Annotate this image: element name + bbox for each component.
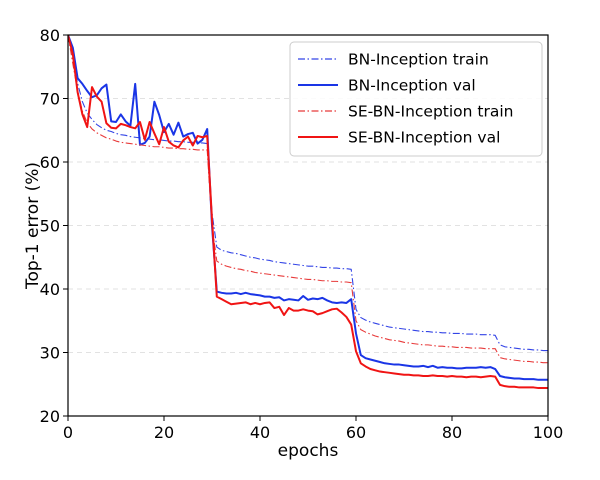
- y-tick-label: 80: [40, 26, 60, 45]
- x-tick-label: 60: [346, 423, 366, 442]
- legend: BN-Inception train BN-Inception val SE-BN-…: [289, 41, 543, 157]
- plot-series: [68, 35, 548, 390]
- x-tick-label: 80: [442, 423, 462, 442]
- legend-label: BN-Inception val: [348, 77, 476, 95]
- legend-label: SE-BN-Inception train: [348, 103, 513, 121]
- series-line-3: [68, 35, 548, 364]
- y-tick-label: 60: [40, 153, 60, 172]
- y-tick-label: 20: [40, 407, 60, 426]
- y-tick-label: 70: [40, 90, 60, 109]
- x-axis-label: epochs: [278, 441, 339, 461]
- x-tick-label: 100: [533, 423, 564, 442]
- x-tick-label: 0: [63, 423, 73, 442]
- y-tick-label: 50: [40, 217, 60, 236]
- y-tick-label: 40: [40, 280, 60, 299]
- y-tick-label: 30: [40, 344, 60, 363]
- x-tick-label: 20: [154, 423, 174, 442]
- legend-label: BN-Inception train: [348, 51, 489, 69]
- y-axis-label: Top-1 error (%): [23, 162, 43, 290]
- x-tick-label: 40: [250, 423, 270, 442]
- legend-box: [289, 41, 543, 157]
- series-line-2: [68, 35, 548, 381]
- series-line-4: [68, 35, 548, 390]
- legend-label: SE-BN-Inception val: [348, 129, 500, 147]
